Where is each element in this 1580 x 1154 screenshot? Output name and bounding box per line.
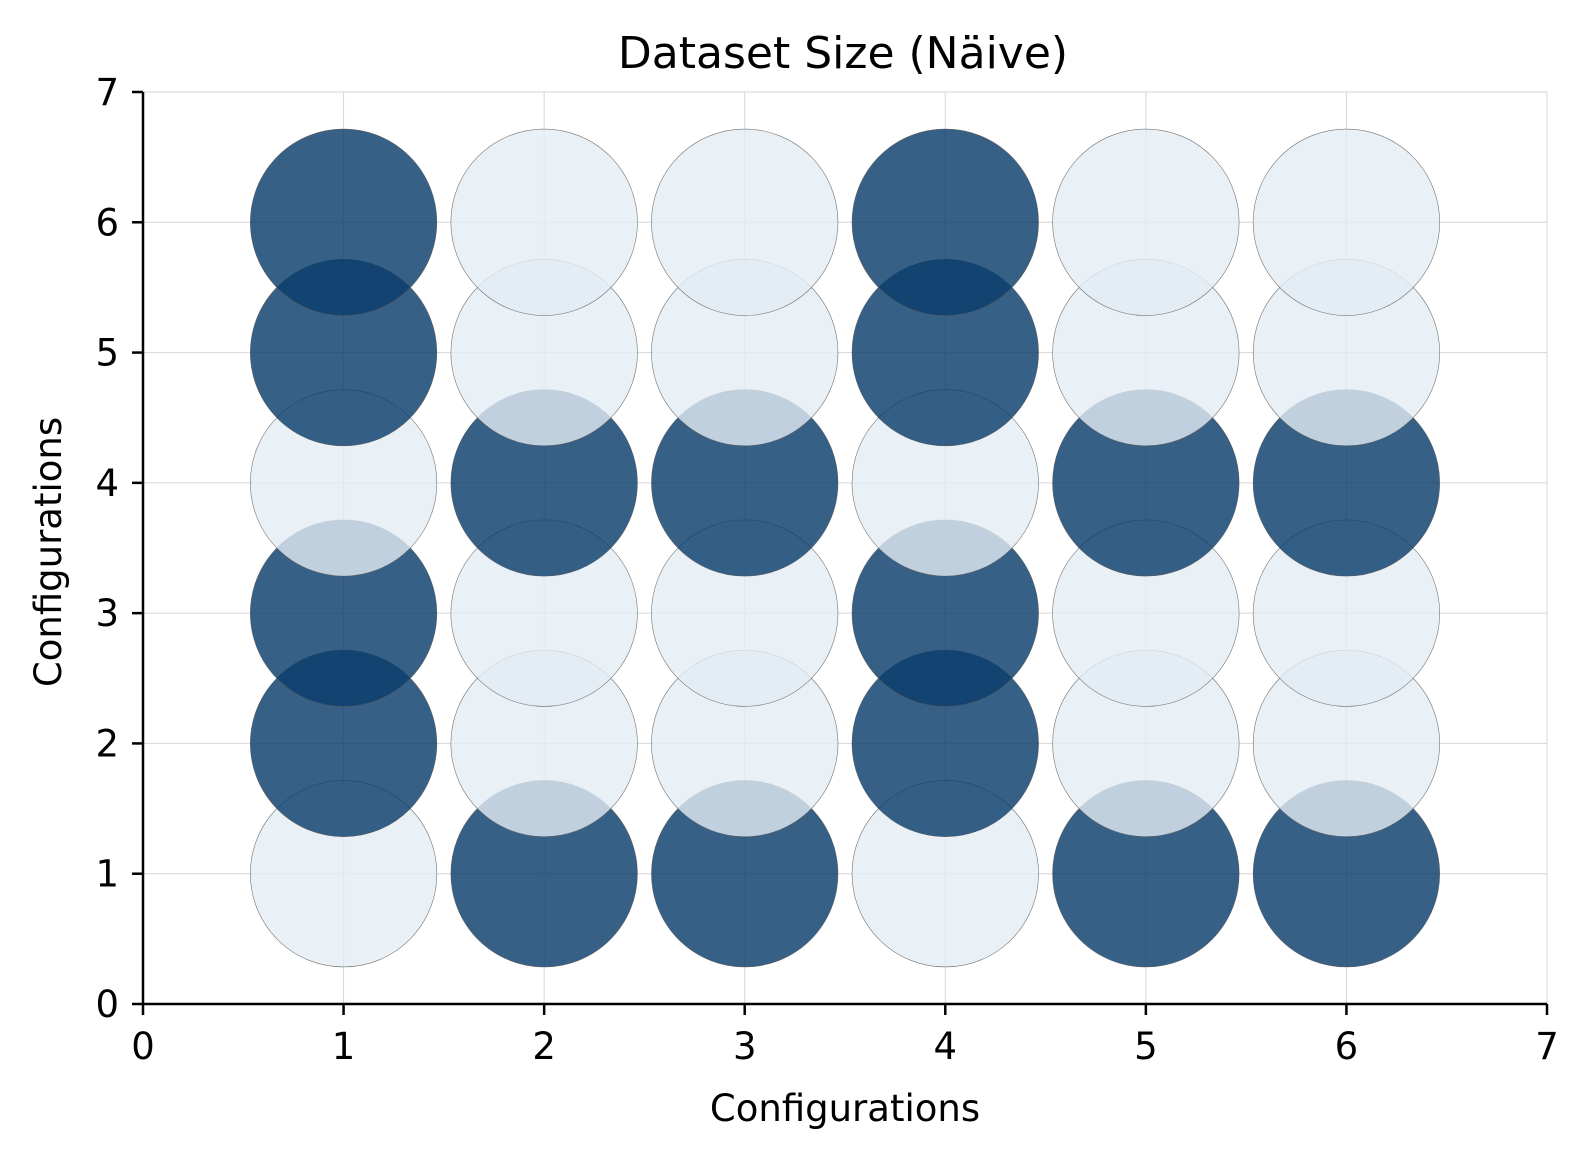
x-tick-label: 7 bbox=[1535, 1025, 1559, 1068]
x-tick-label: 0 bbox=[131, 1025, 155, 1068]
y-ticks: 0 1 2 3 4 5 6 7 bbox=[95, 71, 143, 1026]
y-tick-label: 6 bbox=[95, 201, 119, 244]
x-ticks: 0 1 2 3 4 5 6 7 bbox=[131, 1004, 1559, 1068]
data-point-dark bbox=[851, 128, 1039, 316]
axes bbox=[141, 92, 1547, 1006]
x-tick-label: 1 bbox=[332, 1025, 356, 1068]
x-axis-label: Configurations bbox=[710, 1087, 980, 1130]
x-tick-label: 5 bbox=[1134, 1025, 1158, 1068]
y-axis-label: Configurations bbox=[27, 417, 70, 687]
data-point-light bbox=[450, 128, 638, 316]
data-point-light bbox=[1252, 128, 1440, 316]
y-tick-label: 4 bbox=[95, 462, 119, 505]
y-tick-label: 7 bbox=[95, 71, 119, 114]
y-tick-label: 0 bbox=[95, 983, 119, 1026]
x-tick-label: 3 bbox=[733, 1025, 757, 1068]
x-tick-label: 4 bbox=[934, 1025, 958, 1068]
data-point-light bbox=[651, 128, 839, 316]
x-tick-label: 2 bbox=[532, 1025, 556, 1068]
data-points bbox=[250, 128, 1440, 968]
y-tick-label: 5 bbox=[95, 332, 119, 375]
x-tick-label: 6 bbox=[1335, 1025, 1359, 1068]
data-point-light bbox=[1052, 128, 1240, 316]
data-point-dark bbox=[250, 128, 438, 316]
y-tick-label: 3 bbox=[95, 592, 119, 635]
y-tick-label: 1 bbox=[95, 853, 119, 896]
chart-title: Dataset Size (Näive) bbox=[618, 28, 1068, 79]
y-tick-label: 2 bbox=[95, 722, 119, 765]
